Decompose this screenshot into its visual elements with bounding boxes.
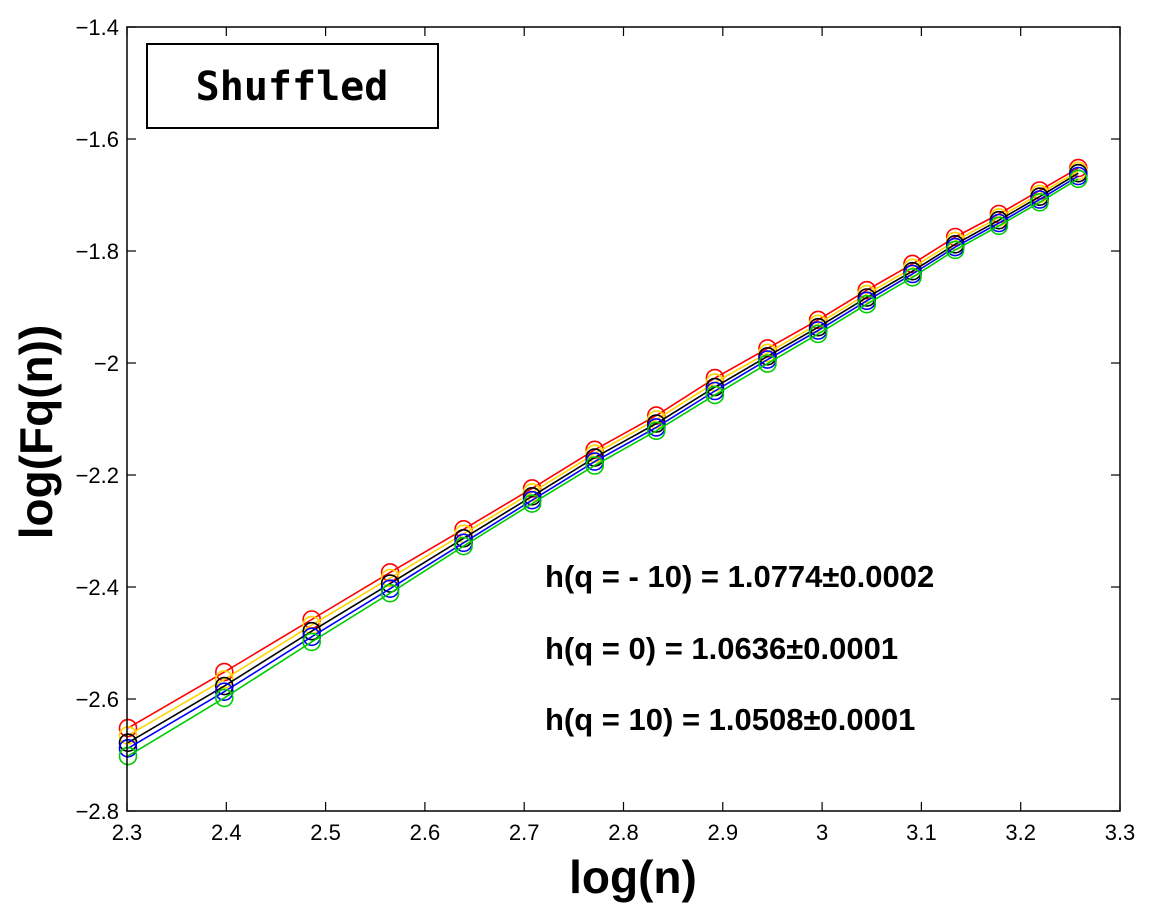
x-tick-label: 2.8 — [608, 820, 639, 845]
series-green — [118, 169, 1088, 766]
data-point-green — [522, 494, 542, 513]
y-tick-label: −2.4 — [76, 575, 119, 600]
annotation-hq-minus10: h(q = - 10) = 1.0774±0.0002 — [545, 559, 934, 594]
x-axis-title: log(n) — [569, 851, 697, 903]
x-tick-label: 2.7 — [509, 820, 540, 845]
data-point-red — [903, 254, 922, 274]
legend-box-frame — [146, 43, 439, 129]
x-tick-label: 2.3 — [112, 820, 143, 845]
data-point-green — [215, 688, 234, 708]
data-point-green — [758, 354, 777, 373]
y-tick-label: −1.8 — [76, 239, 119, 264]
plot-background — [127, 27, 1120, 811]
data-point-green — [380, 583, 400, 603]
data-point-red — [215, 662, 234, 682]
x-tick-label: 2.6 — [410, 820, 441, 845]
legend-box-label: Shuffled — [196, 64, 389, 110]
data-point-green — [808, 324, 828, 344]
series-line-blue — [127, 175, 1079, 749]
data-point-green — [903, 267, 922, 287]
data-point-green — [454, 536, 473, 556]
x-tick-label: 3.1 — [906, 820, 937, 845]
data-point-green — [646, 421, 666, 441]
y-tick-label: −2.8 — [76, 799, 119, 824]
data-point-red — [118, 718, 138, 738]
y-tick-label: −1.4 — [76, 15, 119, 40]
annotation-hq-10: h(q = 10) = 1.0508±0.0001 — [545, 702, 915, 737]
data-point-green — [302, 632, 322, 652]
series-layer — [118, 158, 1088, 766]
annotation-hq-0: h(q = 0) = 1.0636±0.0001 — [545, 631, 898, 666]
data-point-green — [989, 216, 1009, 236]
series-line-green — [127, 178, 1079, 757]
data-point-green — [1030, 193, 1049, 212]
data-point-green — [118, 746, 138, 766]
data-point-blue — [758, 350, 777, 369]
series-blue — [118, 166, 1088, 758]
y-tick-label: −1.6 — [76, 127, 119, 152]
data-point-red — [857, 280, 877, 300]
data-point-green — [585, 456, 605, 475]
data-point-black — [646, 414, 666, 433]
y-axis-title: log(Fq(n)) — [10, 325, 62, 540]
y-tick-label: −2 — [94, 351, 119, 376]
data-point-yellow — [215, 670, 234, 689]
y-tick-label: −2.6 — [76, 687, 119, 712]
x-tick-label: 2.9 — [708, 820, 739, 845]
data-point-blue — [118, 738, 138, 758]
legend-box: Shuffled — [146, 43, 439, 129]
data-point-green — [705, 385, 725, 405]
x-tick-label: 2.4 — [211, 820, 242, 845]
x-tick-label: 3.2 — [1005, 820, 1036, 845]
data-point-green — [1069, 169, 1088, 189]
data-point-red — [808, 310, 828, 330]
data-point-green — [945, 240, 965, 260]
x-tick-label: 2.5 — [310, 820, 341, 845]
data-point-green — [857, 294, 877, 314]
data-point-black — [522, 486, 542, 506]
y-tick-label: −2.2 — [76, 463, 119, 488]
tick-layer: 2.3 2.4 2.5 2.6 2.7 2.8 2.9 3 3.1 3.2 3.3 −2.8 −2.6 −… — [76, 15, 1136, 845]
data-point-yellow — [118, 726, 138, 745]
x-tick-label: 3.3 — [1105, 820, 1136, 845]
x-tick-label: 3 — [816, 820, 828, 845]
data-point-blue — [705, 381, 725, 401]
